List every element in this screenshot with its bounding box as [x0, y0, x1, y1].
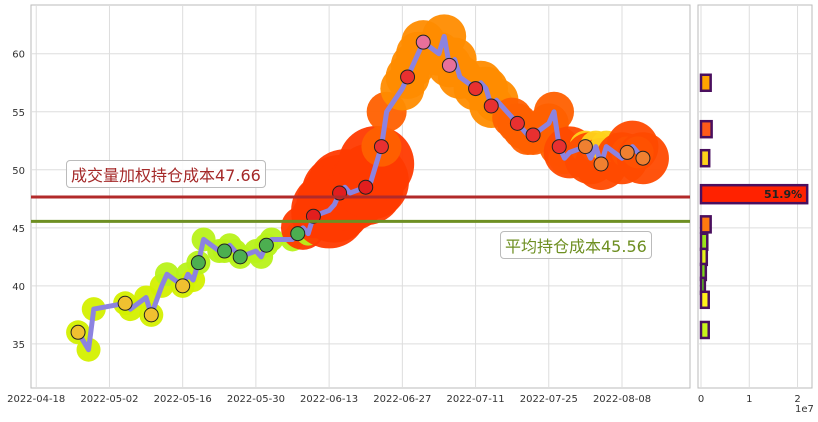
fruit-marker-icon — [373, 139, 389, 155]
volume-bar — [699, 73, 712, 93]
fruit-marker-icon — [400, 69, 416, 85]
y-tick-label: 55 — [12, 108, 25, 119]
volume-bar-label: 51.9% — [764, 188, 802, 201]
fruit-marker-icon — [358, 179, 374, 195]
volume-bar — [699, 232, 709, 252]
x-tick-label: 2022-05-02 — [80, 394, 138, 405]
fruit-marker-icon — [619, 144, 635, 160]
fruit-marker-icon — [117, 295, 133, 311]
fruit-marker-icon — [441, 57, 457, 73]
x-tick-label: 2022-04-18 — [7, 394, 65, 405]
volume-bar — [699, 119, 713, 139]
x-tick-label: 2022-07-11 — [447, 394, 505, 405]
x-tick-label: 2022-05-30 — [227, 394, 285, 405]
fruit-marker-icon — [415, 34, 431, 50]
fruit-marker-icon — [593, 156, 609, 172]
bar-x-tick-label: 0 — [698, 394, 704, 405]
x-tick-label: 2022-08-08 — [593, 394, 651, 405]
fruit-marker-icon — [70, 324, 86, 340]
y-tick-label: 45 — [12, 224, 25, 235]
y-tick-label: 35 — [12, 340, 25, 351]
fruit-marker-icon — [483, 98, 499, 114]
fruit-marker-icon — [551, 139, 567, 155]
bar-x-tick-label: 1 — [746, 394, 752, 405]
fruit-marker-icon — [305, 208, 321, 224]
fruit-marker-icon — [258, 237, 274, 253]
fruit-marker-icon — [217, 243, 233, 259]
fruit-marker-icon — [468, 81, 484, 97]
fruit-marker-icon — [190, 255, 206, 271]
fruit-marker-icon — [175, 278, 191, 294]
volume-bar — [699, 183, 809, 205]
fruit-marker-icon — [525, 127, 541, 143]
volume-bar — [699, 148, 711, 168]
y-tick-label: 60 — [12, 50, 25, 61]
fruit-marker-icon — [290, 226, 306, 242]
annotation-avg-cost: 平均持仓成本45.56 — [500, 231, 652, 259]
fruit-marker-icon — [635, 150, 651, 166]
annotation-vwap-cost: 成交量加权持仓成本47.66 — [66, 160, 266, 188]
volume-bar — [699, 215, 712, 234]
volume-bar — [699, 290, 710, 310]
bar-x-tick-label: 2 — [794, 394, 800, 405]
fruit-marker-icon — [509, 115, 525, 131]
volume-bar — [699, 247, 709, 267]
x-tick-label: 2022-07-25 — [520, 394, 578, 405]
fruit-marker-icon — [577, 139, 593, 155]
x-offset-label: 1e7 — [795, 404, 814, 415]
fruit-marker-icon — [143, 307, 159, 323]
volume-bar — [699, 320, 710, 340]
fruit-marker-icon — [232, 249, 248, 265]
y-tick-label: 40 — [12, 282, 25, 293]
x-tick-label: 2022-05-16 — [154, 394, 212, 405]
x-tick-label: 2022-06-13 — [300, 394, 358, 405]
x-tick-label: 2022-06-27 — [373, 394, 431, 405]
y-tick-label: 50 — [12, 166, 25, 177]
